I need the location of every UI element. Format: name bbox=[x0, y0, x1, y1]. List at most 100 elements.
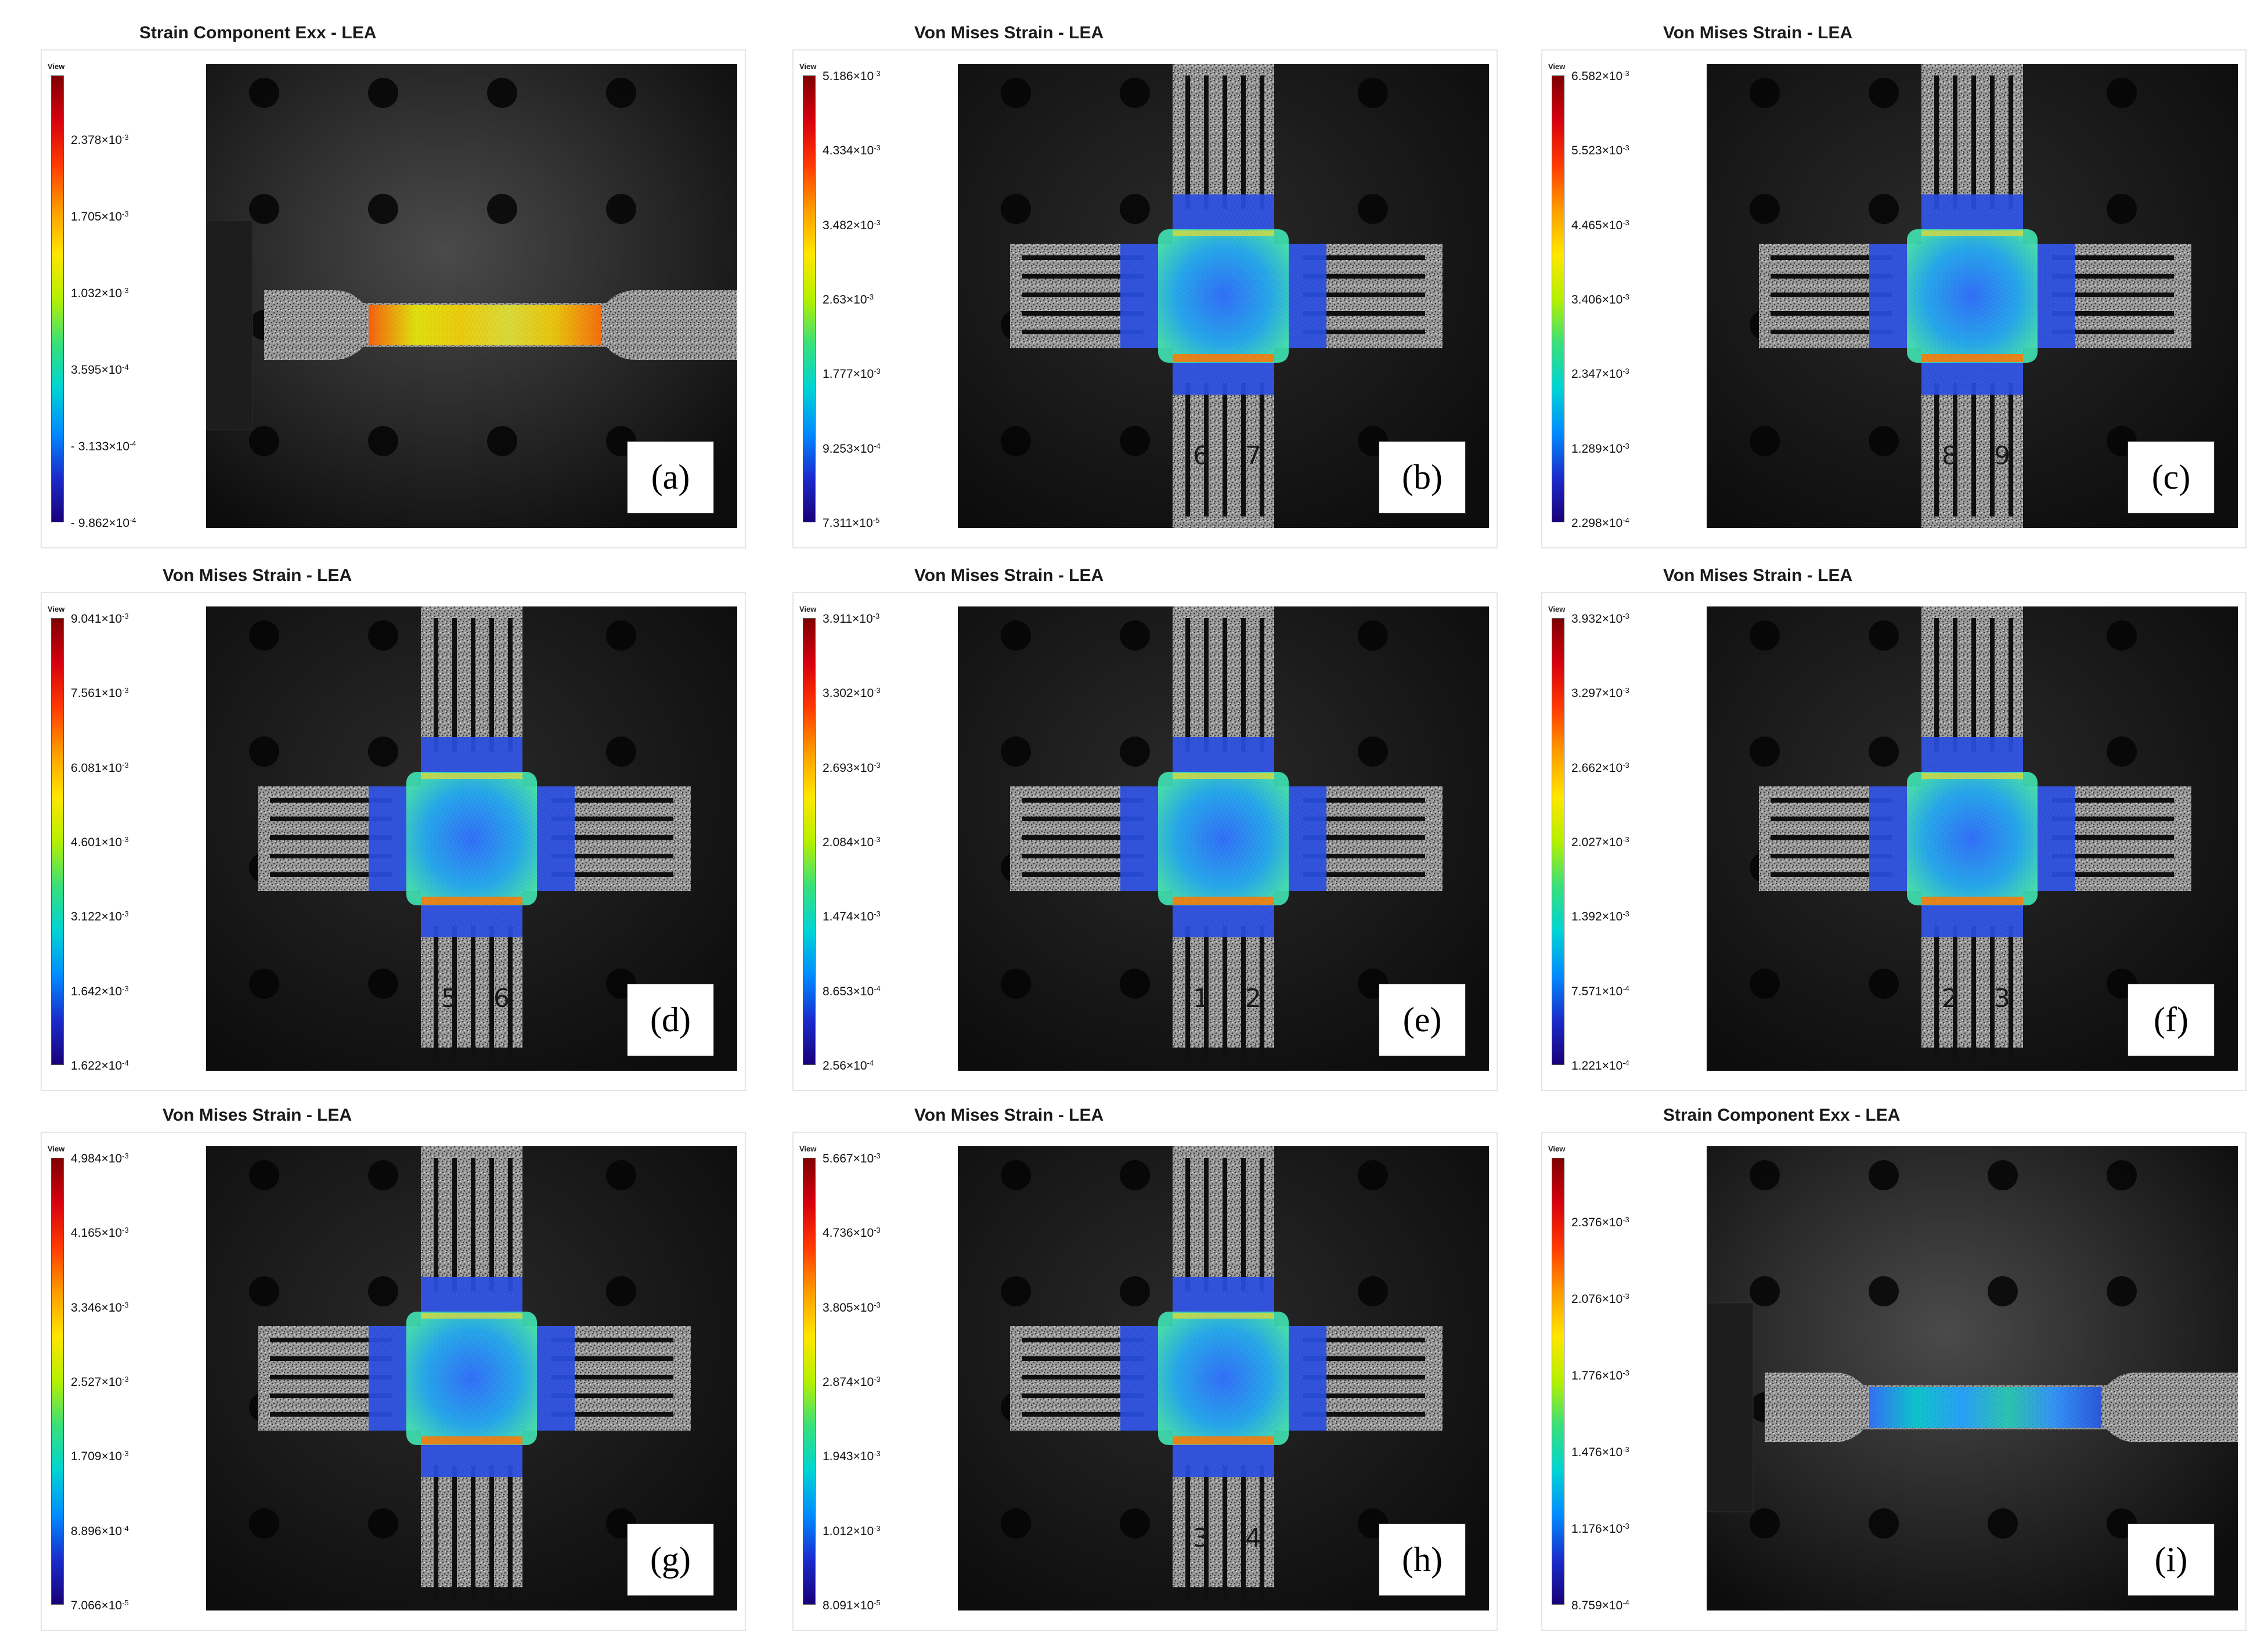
tick-exponent: -3 bbox=[122, 984, 129, 993]
tick-exponent: -3 bbox=[874, 686, 881, 695]
tick-mantissa: 4.165 bbox=[71, 1226, 102, 1240]
colorbar-tick-label: 1.642×10-3 bbox=[71, 985, 129, 998]
tick-times-ten: ×10 bbox=[109, 440, 130, 453]
strain-field-overlay bbox=[1120, 194, 1326, 395]
tick-exponent: -3 bbox=[1622, 760, 1629, 770]
tick-mantissa: 1.012 bbox=[823, 1524, 853, 1538]
view-label: View bbox=[799, 1144, 817, 1153]
tick-exponent: -3 bbox=[1622, 69, 1629, 78]
tick-times-ten: ×10 bbox=[853, 218, 874, 232]
colorbar-tick-label: 3.346×10-3 bbox=[71, 1301, 129, 1314]
tick-mantissa: 1.392 bbox=[1571, 910, 1602, 924]
strip-number: 7 bbox=[1245, 441, 1261, 471]
tick-mantissa: 3.932 bbox=[1571, 612, 1602, 626]
tick-mantissa: 1.776 bbox=[1571, 1369, 1602, 1382]
view-label: View bbox=[1548, 62, 1566, 71]
colorbar-tick-label: 7.561×10-3 bbox=[71, 687, 129, 699]
tick-times-ten: ×10 bbox=[853, 761, 874, 775]
tick-times-ten: ×10 bbox=[853, 836, 874, 849]
colorbar bbox=[51, 75, 64, 522]
strain-field-overlay bbox=[369, 1277, 575, 1477]
panel-title: Strain Component Exx - LEA bbox=[139, 23, 377, 42]
tick-mantissa: 1.289 bbox=[1571, 442, 1602, 456]
tick-exponent: -3 bbox=[874, 760, 881, 770]
colorbar-tick-label: 1.289×10-3 bbox=[1571, 442, 1629, 455]
tick-times-ten: ×10 bbox=[101, 287, 122, 300]
tick-exponent: -3 bbox=[1622, 835, 1629, 844]
panel-label: (h) bbox=[1379, 1523, 1466, 1596]
tick-times-ten: ×10 bbox=[853, 1524, 874, 1538]
colorbar-tick-label: - 9.862×10-4 bbox=[71, 517, 136, 529]
tick-exponent: -4 bbox=[1622, 1059, 1629, 1067]
panel-label: (g) bbox=[627, 1523, 714, 1596]
tick-exponent: -3 bbox=[874, 1151, 881, 1160]
tick-times-ten: ×10 bbox=[101, 1375, 122, 1389]
tick-times-ten: ×10 bbox=[101, 210, 122, 223]
tick-exponent: -3 bbox=[1622, 143, 1629, 153]
colorbar-tick-label: - 3.133×10-4 bbox=[71, 440, 136, 453]
colorbar bbox=[1552, 75, 1564, 522]
tick-exponent: -3 bbox=[874, 1523, 881, 1533]
tick-times-ten: ×10 bbox=[101, 1226, 122, 1240]
tick-mantissa: 3.122 bbox=[71, 910, 102, 924]
tick-exponent: -3 bbox=[122, 835, 129, 844]
panel-frame bbox=[792, 1132, 1498, 1631]
tick-exponent: -3 bbox=[874, 1300, 881, 1309]
tick-mantissa: 1.709 bbox=[71, 1450, 102, 1464]
colorbar-tick-label: 2.027×10-3 bbox=[1571, 836, 1629, 848]
colorbar-tick-label: 5.523×10-3 bbox=[1571, 144, 1629, 157]
tick-exponent: -4 bbox=[874, 984, 881, 993]
colorbar-tick-label: 4.165×10-3 bbox=[71, 1226, 129, 1239]
tick-times-ten: ×10 bbox=[1602, 1369, 1623, 1382]
strip-number: 5 bbox=[441, 984, 457, 1013]
tick-times-ten: ×10 bbox=[1602, 1216, 1623, 1229]
tick-mantissa: 1.622 bbox=[71, 1059, 102, 1073]
tick-mantissa: 9.041 bbox=[71, 612, 102, 626]
colorbar-tick-label: 1.221×10-4 bbox=[1571, 1059, 1629, 1072]
colorbar bbox=[1552, 1158, 1564, 1605]
tick-exponent: -3 bbox=[867, 293, 874, 301]
tick-times-ten: ×10 bbox=[1602, 910, 1623, 924]
strip-number: 9 bbox=[1994, 441, 2010, 471]
panel-frame bbox=[1541, 592, 2247, 1091]
panel-frame bbox=[41, 592, 746, 1091]
dic-strain-image bbox=[206, 64, 737, 528]
tick-mantissa: 6.582 bbox=[1571, 70, 1602, 83]
tick-exponent: -5 bbox=[874, 1598, 881, 1607]
colorbar-tick-label: 1.392×10-3 bbox=[1571, 910, 1629, 923]
tick-mantissa: 2.527 bbox=[71, 1375, 102, 1389]
tick-times-ten: ×10 bbox=[109, 517, 130, 530]
strip-number: 8 bbox=[1942, 441, 1958, 471]
tick-exponent: -3 bbox=[122, 1449, 129, 1458]
tick-times-ten: ×10 bbox=[101, 133, 122, 147]
tick-times-ten: ×10 bbox=[853, 1450, 874, 1464]
strip-number: 1 bbox=[1193, 984, 1209, 1013]
strip-number: 3 bbox=[1994, 984, 2010, 1013]
tick-exponent: -3 bbox=[122, 286, 129, 295]
tick-times-ten: ×10 bbox=[853, 367, 874, 381]
colorbar-tick-label: 6.081×10-3 bbox=[71, 761, 129, 774]
strain-field-overlay bbox=[369, 737, 575, 937]
colorbar-tick-label: 2.874×10-3 bbox=[823, 1375, 881, 1388]
colorbar-tick-label: 3.302×10-3 bbox=[823, 687, 881, 699]
tick-exponent: -3 bbox=[1622, 612, 1629, 620]
tick-exponent: -4 bbox=[1622, 516, 1629, 525]
tick-exponent: -3 bbox=[122, 760, 129, 770]
colorbar bbox=[803, 75, 816, 522]
panel-frame bbox=[1541, 1132, 2247, 1631]
strain-field-overlay bbox=[369, 305, 601, 345]
tick-mantissa: 2.56 bbox=[823, 1059, 846, 1073]
tick-times-ten: ×10 bbox=[853, 144, 874, 158]
colorbar-tick-label: 4.334×10-3 bbox=[823, 144, 881, 157]
tick-mantissa: 2.298 bbox=[1571, 517, 1602, 530]
colorbar-tick-label: 7.311×10-5 bbox=[823, 517, 879, 529]
tick-exponent: -3 bbox=[1622, 441, 1629, 450]
tick-exponent: -3 bbox=[1622, 909, 1629, 919]
panel-c: Von Mises Strain - LEA View 6.582×10-3 5.52… bbox=[1541, 23, 2247, 548]
tick-exponent: -3 bbox=[122, 909, 129, 919]
colorbar bbox=[51, 1158, 64, 1605]
tick-exponent: -3 bbox=[1622, 1445, 1629, 1454]
tick-exponent: -3 bbox=[122, 1300, 129, 1309]
